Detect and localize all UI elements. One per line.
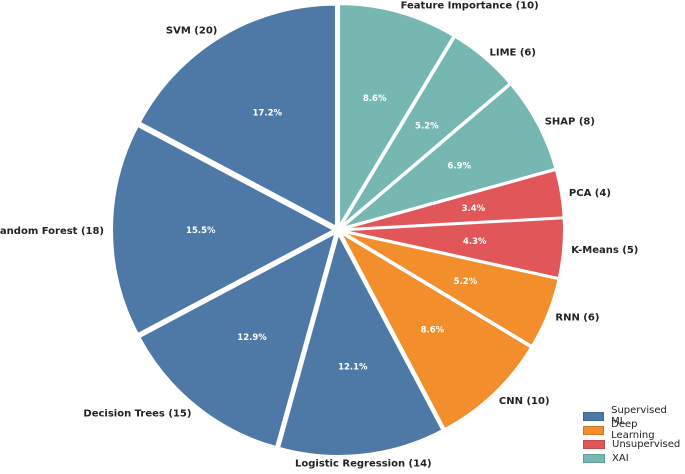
slice-labels-layer: Feature Importance (10) LIME (6) SHAP (8) P… xyxy=(0,1,638,470)
chart-legend: Supervised ML Deep Learning Unsupervised XA… xyxy=(583,405,681,465)
slice-percent-label: 12.1% xyxy=(338,362,368,372)
legend-swatch xyxy=(583,453,605,463)
legend-label: XAI xyxy=(612,452,629,464)
slice-percent-label: 15.5% xyxy=(186,226,216,236)
slices-layer xyxy=(110,3,565,457)
legend-swatch xyxy=(583,411,605,421)
pie-slice xyxy=(338,3,455,230)
legend-label: Supervised ML xyxy=(611,405,667,427)
legend-item: Unsupervised xyxy=(583,437,681,451)
slice-percent-label: 4.3% xyxy=(463,237,487,247)
slice-category-label: LIME (6) xyxy=(489,48,535,59)
slice-percent-label: 17.2% xyxy=(253,108,283,118)
legend-swatch xyxy=(583,439,605,449)
slice-category-label: CNN (10) xyxy=(499,396,550,407)
slice-category-label: Random Forest (18) xyxy=(0,226,104,237)
slice-percent-label: 5.2% xyxy=(454,277,478,287)
slice-category-label: RNN (6) xyxy=(555,313,599,324)
legend-item: XAI xyxy=(583,451,681,465)
pie-slice xyxy=(339,35,512,228)
legend-label: Unsupervised xyxy=(612,438,681,450)
slice-percent-label: 5.2% xyxy=(415,121,439,131)
slice-category-label: Logistic Regression (14) xyxy=(295,459,432,469)
slice-category-label: K-Means (5) xyxy=(571,245,638,256)
pie-slice xyxy=(138,231,338,449)
pie-slice xyxy=(138,3,337,229)
slice-percent-label: 8.6% xyxy=(363,94,387,104)
legend-item: Supervised ML xyxy=(583,405,681,427)
slice-category-label: SVM (20) xyxy=(166,25,217,36)
slice-category-label: Decision Trees (15) xyxy=(83,408,191,419)
slice-percent-label: 3.4% xyxy=(462,204,486,214)
legend-item: Deep Learning xyxy=(583,419,681,441)
pie-slice xyxy=(341,217,565,280)
legend-label: Deep Learning xyxy=(611,419,655,441)
slice-percent-label: 8.6% xyxy=(421,326,445,336)
pie-slice xyxy=(340,82,557,230)
slice-percent-label: 6.9% xyxy=(447,162,471,172)
pie-slice xyxy=(341,230,560,348)
percent-labels-layer: 8.6% 5.2% 6.9% 3.4% 4.3% 5.2% 8.6% 12.1% 12.9% 15… xyxy=(186,94,487,373)
slice-percent-label: 12.9% xyxy=(237,333,267,343)
pie-slice xyxy=(338,230,533,431)
pie-slice xyxy=(110,124,337,336)
legend-swatch xyxy=(583,425,605,435)
slice-category-label: PCA (4) xyxy=(569,188,611,199)
slice-category-label: Feature Importance (10) xyxy=(401,1,539,12)
slice-category-label: SHAP (8) xyxy=(545,116,595,127)
pie-slice xyxy=(277,231,444,457)
